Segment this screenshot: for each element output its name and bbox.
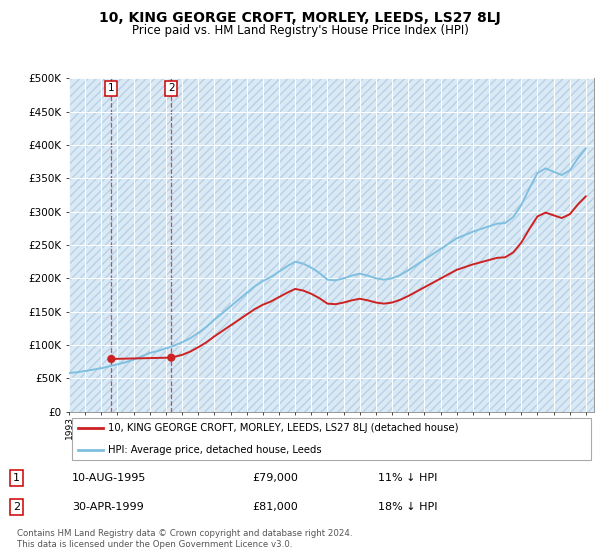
Point xyxy=(107,354,116,363)
Text: £81,000: £81,000 xyxy=(252,502,298,512)
Text: 1: 1 xyxy=(13,473,20,483)
Text: 11% ↓ HPI: 11% ↓ HPI xyxy=(378,473,437,483)
Text: 10, KING GEORGE CROFT, MORLEY, LEEDS, LS27 8LJ: 10, KING GEORGE CROFT, MORLEY, LEEDS, LS… xyxy=(99,11,501,25)
Text: 2: 2 xyxy=(13,502,20,512)
Text: Price paid vs. HM Land Registry's House Price Index (HPI): Price paid vs. HM Land Registry's House … xyxy=(131,24,469,37)
Text: HPI: Average price, detached house, Leeds: HPI: Average price, detached house, Leed… xyxy=(109,445,322,455)
Text: 30-APR-1999: 30-APR-1999 xyxy=(72,502,144,512)
Text: Contains HM Land Registry data © Crown copyright and database right 2024.
This d: Contains HM Land Registry data © Crown c… xyxy=(17,529,352,549)
FancyBboxPatch shape xyxy=(71,418,592,460)
Text: 1: 1 xyxy=(108,83,115,94)
Text: 10-AUG-1995: 10-AUG-1995 xyxy=(72,473,146,483)
Text: £79,000: £79,000 xyxy=(252,473,298,483)
Point xyxy=(166,353,176,362)
Text: 2: 2 xyxy=(168,83,175,94)
Bar xyxy=(69,78,594,412)
Text: 18% ↓ HPI: 18% ↓ HPI xyxy=(378,502,437,512)
Text: 10, KING GEORGE CROFT, MORLEY, LEEDS, LS27 8LJ (detached house): 10, KING GEORGE CROFT, MORLEY, LEEDS, LS… xyxy=(109,423,459,433)
